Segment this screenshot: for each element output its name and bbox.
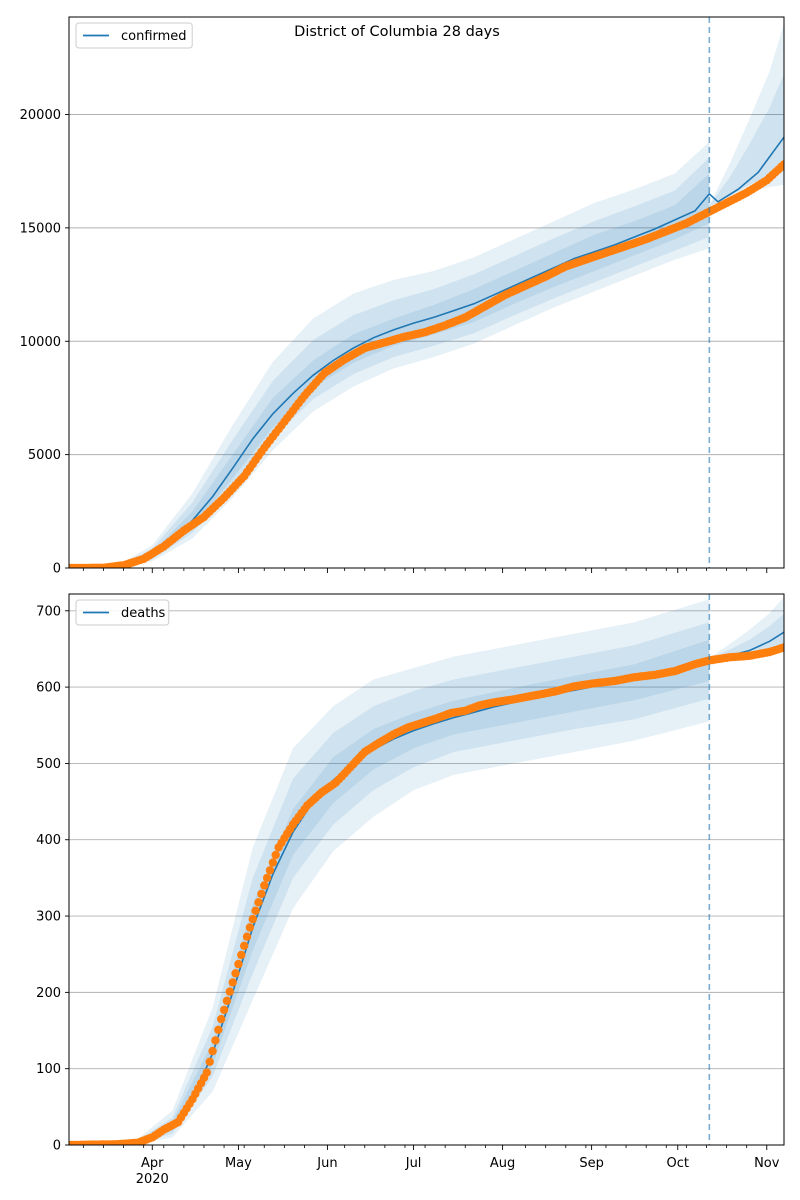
observed-point — [254, 898, 263, 907]
y-tick-label: 200 — [36, 986, 61, 1001]
chart-panel-confirmed: 0 5000 10000 15000 20000 confirmed — [20, 16, 785, 577]
model-median-line — [69, 136, 784, 568]
credible-band — [69, 173, 710, 568]
observed-point — [202, 1068, 211, 1077]
observed-point — [225, 987, 234, 996]
y-tick-label: 10000 — [20, 335, 61, 350]
observed-point — [205, 1057, 214, 1067]
credible-band — [69, 622, 710, 1145]
y-tick-label: 500 — [36, 757, 61, 772]
observed-point — [779, 643, 784, 652]
x-tick-label: Aug — [490, 1156, 515, 1171]
y-tick-label: 5000 — [28, 448, 61, 463]
x-tick-label: May — [225, 1156, 252, 1171]
legend: deaths — [75, 599, 170, 626]
y-tick-label: 100 — [36, 1062, 61, 1077]
observed-point — [271, 850, 280, 860]
observed-point — [234, 959, 243, 969]
y-tick-label: 20000 — [20, 108, 61, 123]
y-tick-label: 0 — [53, 562, 61, 577]
observed-point — [251, 906, 260, 915]
figure-title: District of Columbia 28 days — [294, 24, 500, 40]
legend: confirmed — [75, 22, 193, 49]
axes-frame — [68, 593, 785, 1146]
observed-point — [242, 932, 252, 941]
observed-point — [217, 1014, 226, 1024]
credible-band — [709, 73, 784, 207]
x-tick-label: Oct — [667, 1156, 689, 1171]
y-tick-label: 15000 — [20, 221, 61, 236]
x-year-label: 2020 — [136, 1172, 169, 1187]
legend-label: confirmed — [121, 29, 187, 44]
credible-band — [69, 141, 710, 568]
observed-point — [222, 996, 232, 1005]
credible-band — [709, 597, 784, 662]
credible-band — [69, 599, 710, 1145]
y-tick-label: 400 — [36, 833, 61, 848]
legend-box — [75, 22, 193, 49]
observed-point — [268, 858, 278, 867]
x-tick-label: Jun — [316, 1156, 337, 1171]
observed-point — [265, 866, 275, 875]
observed-point — [208, 1046, 217, 1056]
y-tick-label: 600 — [36, 681, 61, 696]
chart-panel-deaths: 0 100 200 300 400 500 600 700 Apr May Jun Jul Aug Sep… — [36, 593, 785, 1187]
observed-point — [779, 160, 784, 169]
observed-point — [240, 941, 249, 950]
y-tick-label: 300 — [36, 910, 61, 925]
x-tick-label: Apr — [141, 1156, 164, 1171]
plot-area — [69, 597, 784, 1145]
observed-point — [211, 1036, 220, 1045]
plot-area — [69, 23, 784, 568]
x-tick-label: Sep — [579, 1156, 604, 1171]
observed-point — [245, 923, 255, 932]
observed-point — [228, 978, 237, 987]
observed-point — [248, 914, 257, 924]
observed-point — [219, 1005, 229, 1015]
legend-label: deaths — [121, 606, 166, 621]
panels: 0 5000 10000 15000 20000 confirmed 0 100 200 300 4… — [20, 16, 785, 1187]
observed-point — [262, 873, 272, 883]
axes-frame — [68, 16, 785, 569]
legend-box — [75, 599, 170, 626]
x-tick-label: Jul — [405, 1156, 422, 1171]
observed-point — [257, 889, 266, 899]
observed-point — [231, 969, 240, 978]
observed-point — [237, 950, 246, 960]
y-tick-label: 700 — [36, 604, 61, 619]
observed-point — [214, 1025, 223, 1035]
x-tick-label: Nov — [754, 1156, 780, 1171]
observed-point — [260, 881, 269, 890]
credible-band — [69, 157, 710, 568]
y-tick-label: 0 — [53, 1139, 61, 1154]
